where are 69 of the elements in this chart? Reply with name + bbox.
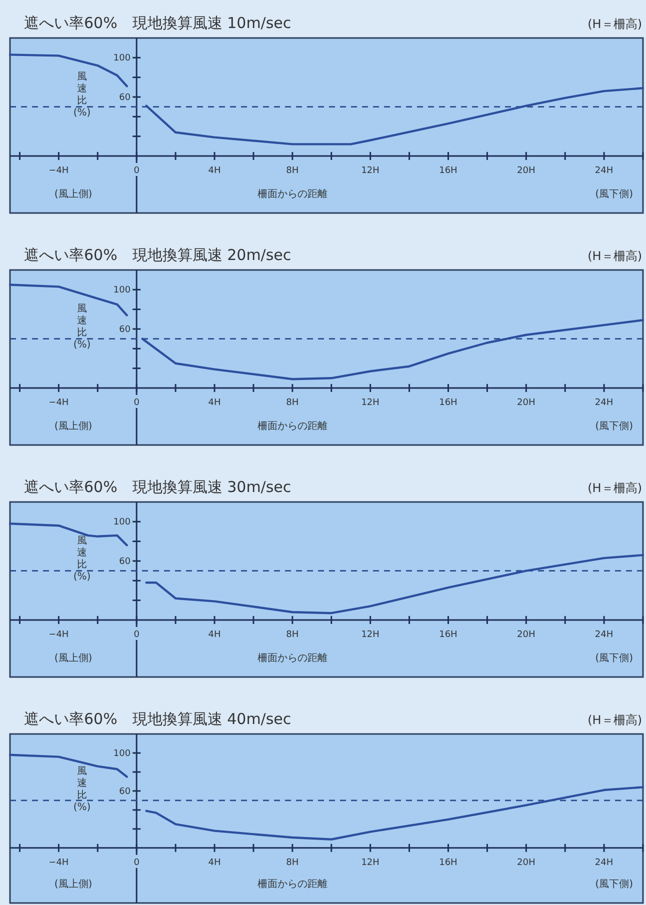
x-tick-label: 8H <box>286 398 299 408</box>
annotation: (風上側) <box>54 188 92 200</box>
x-tick-label: 16H <box>439 630 458 640</box>
x-tick-label: 24H <box>594 166 614 176</box>
x-axis-title: 柵面からの距離 <box>257 652 328 664</box>
x-tick-label: 16H <box>439 166 458 176</box>
y-tick-label: 100 <box>113 518 131 528</box>
annotation: (風下側) <box>595 879 634 890</box>
chart-title: 遮へい率60% 現地換算風速 30m/sec <box>24 478 292 496</box>
x-tick-label: 20H <box>517 166 536 176</box>
text: (H＝柵高) <box>588 481 642 495</box>
x-tick-label: 12H <box>361 398 380 408</box>
x-tick-label: 4H <box>208 858 221 868</box>
x-tick-label: 12H <box>361 858 380 868</box>
text: (H＝柵高) <box>588 249 642 263</box>
x-tick-label: −4H <box>48 630 69 640</box>
x-tick-label: 16H <box>439 858 458 868</box>
x-tick-label: 8H <box>286 630 299 640</box>
x-tick-label: 0 <box>134 166 140 176</box>
line-series <box>141 319 644 380</box>
y-axis-title: 風速比(%) <box>73 71 91 118</box>
line-series <box>145 87 644 146</box>
y-tick-label: 60 <box>119 556 131 567</box>
x-tick-label: 20H <box>517 398 536 408</box>
x-tick-label: 0 <box>134 398 140 408</box>
y-axis-title: 風速比(%) <box>73 535 91 582</box>
x-tick-label: −4H <box>48 858 69 868</box>
chart-title: 遮へい率60% 現地換算風速 20m/sec <box>24 246 292 264</box>
y-axis-title: 風速比(%) <box>73 303 91 350</box>
chart-title: 遮へい率60% 現地換算風速 10m/sec <box>24 14 292 32</box>
x-tick-label: 12H <box>361 166 380 176</box>
line-series <box>145 554 644 614</box>
x-tick-label: −4H <box>48 166 69 176</box>
annotation: (風上側) <box>54 652 92 664</box>
text: (H＝柵高) <box>588 713 642 727</box>
x-tick-label: 4H <box>208 398 221 408</box>
x-tick-label: 0 <box>134 630 140 640</box>
x-tick-label: 4H <box>208 166 221 176</box>
x-tick-label: 4H <box>208 630 221 640</box>
y-tick-label: 60 <box>119 92 131 103</box>
x-tick-label: 24H <box>594 858 614 868</box>
x-axis-title: 柵面からの距離 <box>257 420 328 432</box>
y-axis-title: 風速比(%) <box>73 766 91 813</box>
y-tick-label: 100 <box>113 748 131 759</box>
x-tick-label: 8H <box>286 166 299 176</box>
x-axis-title: 柵面からの距離 <box>257 878 328 890</box>
annotation: (風上側) <box>54 878 92 890</box>
x-tick-label: 20H <box>517 858 536 868</box>
x-tick-label: 12H <box>361 630 380 640</box>
x-tick-label: 20H <box>517 630 536 640</box>
annotation: (風上側) <box>54 420 92 432</box>
x-tick-label: 24H <box>594 630 614 640</box>
x-tick-label: 24H <box>594 398 614 408</box>
x-tick-label: −4H <box>48 398 69 408</box>
x-tick-label: 8H <box>286 858 299 868</box>
y-tick-label: 100 <box>113 54 131 64</box>
x-tick-label: 0 <box>134 858 140 868</box>
annotation: (風下側) <box>595 189 634 200</box>
x-axis-title: 柵面からの距離 <box>257 188 328 200</box>
annotation: (風下側) <box>595 653 634 664</box>
annotation: (風下側) <box>595 421 634 432</box>
chart-title: 遮へい率60% 現地換算風速 40m/sec <box>24 710 292 728</box>
y-tick-label: 60 <box>119 786 131 797</box>
x-tick-label: 16H <box>439 398 458 408</box>
y-tick-label: 60 <box>119 324 131 335</box>
y-tick-label: 100 <box>113 286 131 296</box>
line-series <box>145 786 644 840</box>
text: (H＝柵高) <box>588 17 642 31</box>
line-series <box>8 284 128 316</box>
